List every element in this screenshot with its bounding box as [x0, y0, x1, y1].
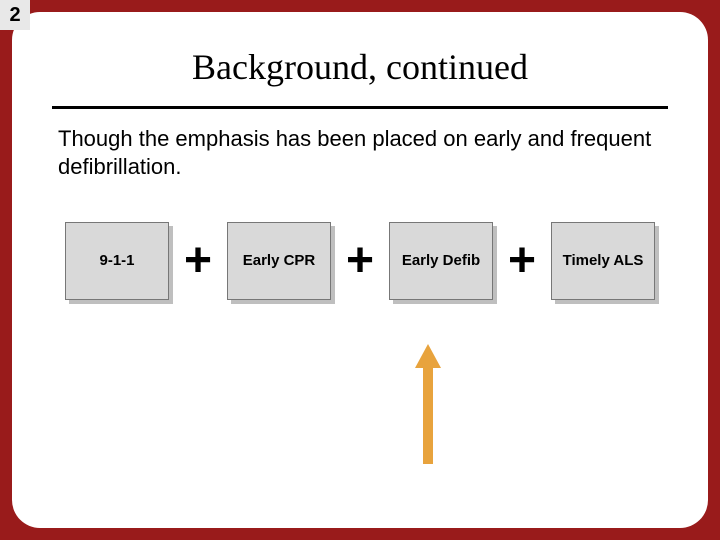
body-text: Though the emphasis has been placed on e…: [58, 125, 662, 180]
page-number: 2: [9, 4, 20, 27]
plus-icon: +: [505, 237, 539, 285]
chain-box: Timely ALS: [551, 222, 655, 300]
page-number-badge: 2: [0, 0, 30, 30]
chain-box-label: Early CPR: [227, 222, 331, 300]
chain-box-label: Timely ALS: [551, 222, 655, 300]
plus-icon: +: [343, 237, 377, 285]
chain-box: 9-1-1: [65, 222, 169, 300]
slide-card: Background, continued Though the emphasi…: [12, 12, 708, 528]
chain-box-label: Early Defib: [389, 222, 493, 300]
slide-title: Background, continued: [52, 46, 668, 88]
chain-box-label: 9-1-1: [65, 222, 169, 300]
emphasis-arrow: [415, 344, 441, 464]
arrow-head-icon: [415, 344, 441, 368]
chain-box: Early CPR: [227, 222, 331, 300]
title-divider: [52, 106, 668, 109]
plus-icon: +: [181, 237, 215, 285]
arrow-stem: [423, 368, 433, 464]
chain-box: Early Defib: [389, 222, 493, 300]
survival-chain: 9-1-1 + Early CPR + Early Defib + Timely…: [52, 222, 668, 300]
